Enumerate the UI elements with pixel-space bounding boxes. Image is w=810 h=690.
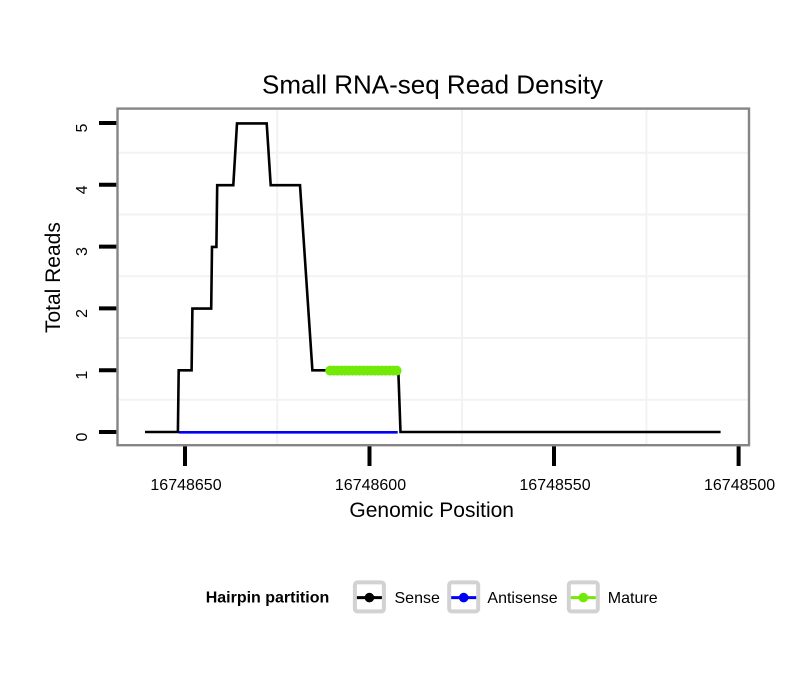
svg-text:Small RNA-seq Read Density: Small RNA-seq Read Density	[262, 70, 603, 100]
svg-text:4: 4	[74, 185, 91, 194]
svg-text:0: 0	[74, 432, 91, 441]
svg-text:5: 5	[74, 123, 91, 132]
svg-text:Hairpin partition: Hairpin partition	[206, 590, 330, 607]
svg-text:16748650: 16748650	[150, 477, 221, 494]
svg-text:16748500: 16748500	[704, 477, 775, 494]
svg-text:Mature: Mature	[608, 590, 658, 607]
svg-text:16748550: 16748550	[519, 477, 590, 494]
svg-text:2: 2	[74, 309, 91, 318]
svg-text:Total Reads: Total Reads	[42, 222, 65, 333]
svg-text:1: 1	[74, 371, 91, 380]
svg-text:Sense: Sense	[395, 590, 440, 607]
svg-text:16748600: 16748600	[335, 477, 406, 494]
svg-text:Genomic Position: Genomic Position	[349, 499, 514, 522]
svg-text:Antisense: Antisense	[487, 590, 557, 607]
svg-text:3: 3	[74, 247, 91, 256]
